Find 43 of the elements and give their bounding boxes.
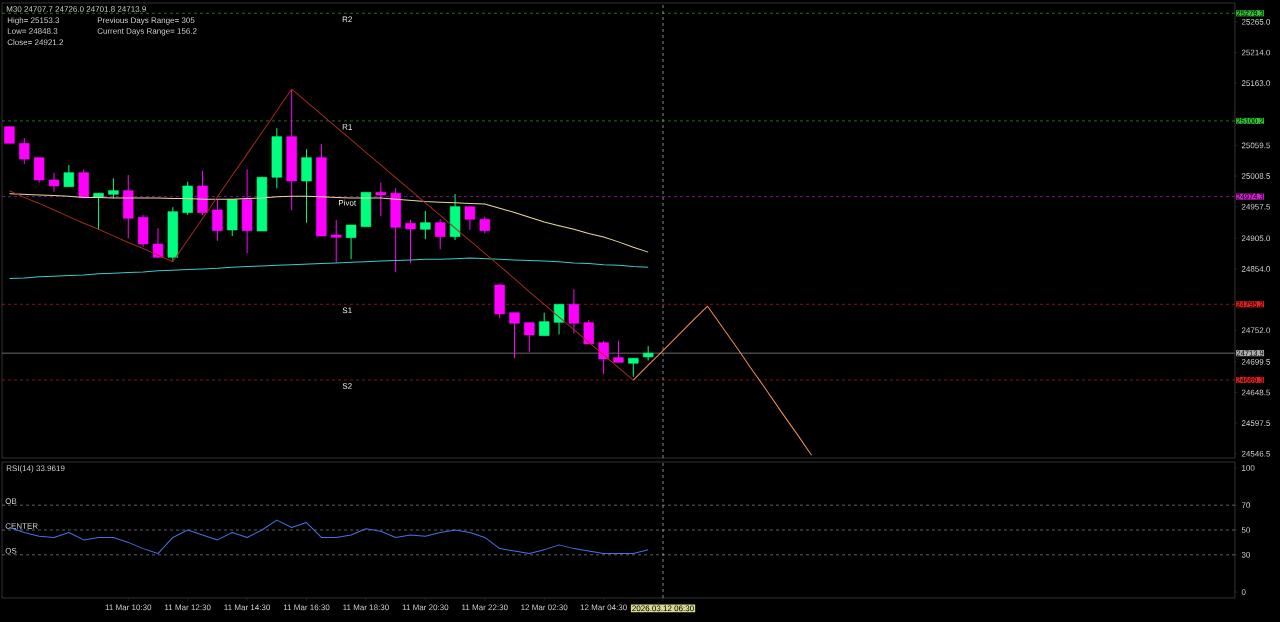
x-tick-label: 2026.03.12 06:30: [632, 605, 694, 612]
y-tick-label: 25163.0: [1241, 80, 1271, 87]
annotation: Current Days Range= 156.2: [97, 28, 197, 36]
y-tick-label: 70: [1241, 502, 1251, 509]
y-tick-label: 25214.0: [1241, 49, 1271, 56]
y-tick-label: 30: [1241, 551, 1251, 558]
annotation: Pivot: [338, 199, 357, 206]
x-tick-label: 12 Mar 02:30: [521, 604, 568, 611]
annotation: Previous Days Range= 305: [97, 17, 195, 25]
y-tick-label: 24854.0: [1241, 266, 1271, 272]
chart-title: RSI(14) 33.9619: [6, 465, 65, 473]
annotation: Low= 24848.3: [7, 28, 58, 34]
y-tick-label: 25059.5: [1241, 142, 1271, 149]
ref-line-label: OS: [5, 547, 17, 554]
y-tick-label: 25265.0: [1241, 19, 1271, 25]
x-tick-label: 11 Mar 16:30: [283, 604, 330, 611]
y-tick-label: 25008.5: [1241, 173, 1271, 179]
y-tick-label: 24957.5: [1241, 203, 1271, 210]
ref-line-label: CENTER: [5, 523, 38, 529]
annotation: Close= 24921.2: [7, 39, 64, 46]
annotation: R2: [342, 16, 352, 23]
y-tick-label: 0: [1241, 589, 1246, 595]
x-tick-label: 11 Mar 12:30: [165, 604, 211, 611]
annotation: S2: [342, 383, 352, 389]
x-tick-label: 11 Mar 20:30: [402, 604, 449, 611]
y-tick-label: 24699.5: [1241, 358, 1271, 365]
annotation: High= 25153.3: [7, 17, 60, 25]
annotation: S1: [342, 307, 352, 314]
x-tick-label: 11 Mar 10:30: [105, 604, 152, 611]
y-tick-label: 24546.5: [1241, 450, 1271, 457]
y-tick-label: 24905.0: [1241, 235, 1271, 242]
x-tick-label: 12 Mar 04:30: [580, 604, 627, 611]
chart-title: M30 24707.7 24726.0 24701.8 24713.9: [6, 6, 146, 12]
annotation: R1: [342, 124, 352, 130]
y-tick-label: 24752.0: [1241, 327, 1271, 334]
x-tick-label: 11 Mar 22:30: [462, 604, 508, 611]
x-tick-label: 11 Mar 18:30: [343, 604, 389, 611]
y-tick-label: 50: [1241, 527, 1251, 533]
x-tick-label: 11 Mar 14:30: [224, 604, 271, 611]
y-tick-label: 24597.5: [1241, 420, 1271, 426]
y-tick-label: 24648.5: [1241, 389, 1271, 396]
ref-line-label: OB: [5, 498, 17, 504]
y-tick-label: 100: [1242, 465, 1255, 471]
